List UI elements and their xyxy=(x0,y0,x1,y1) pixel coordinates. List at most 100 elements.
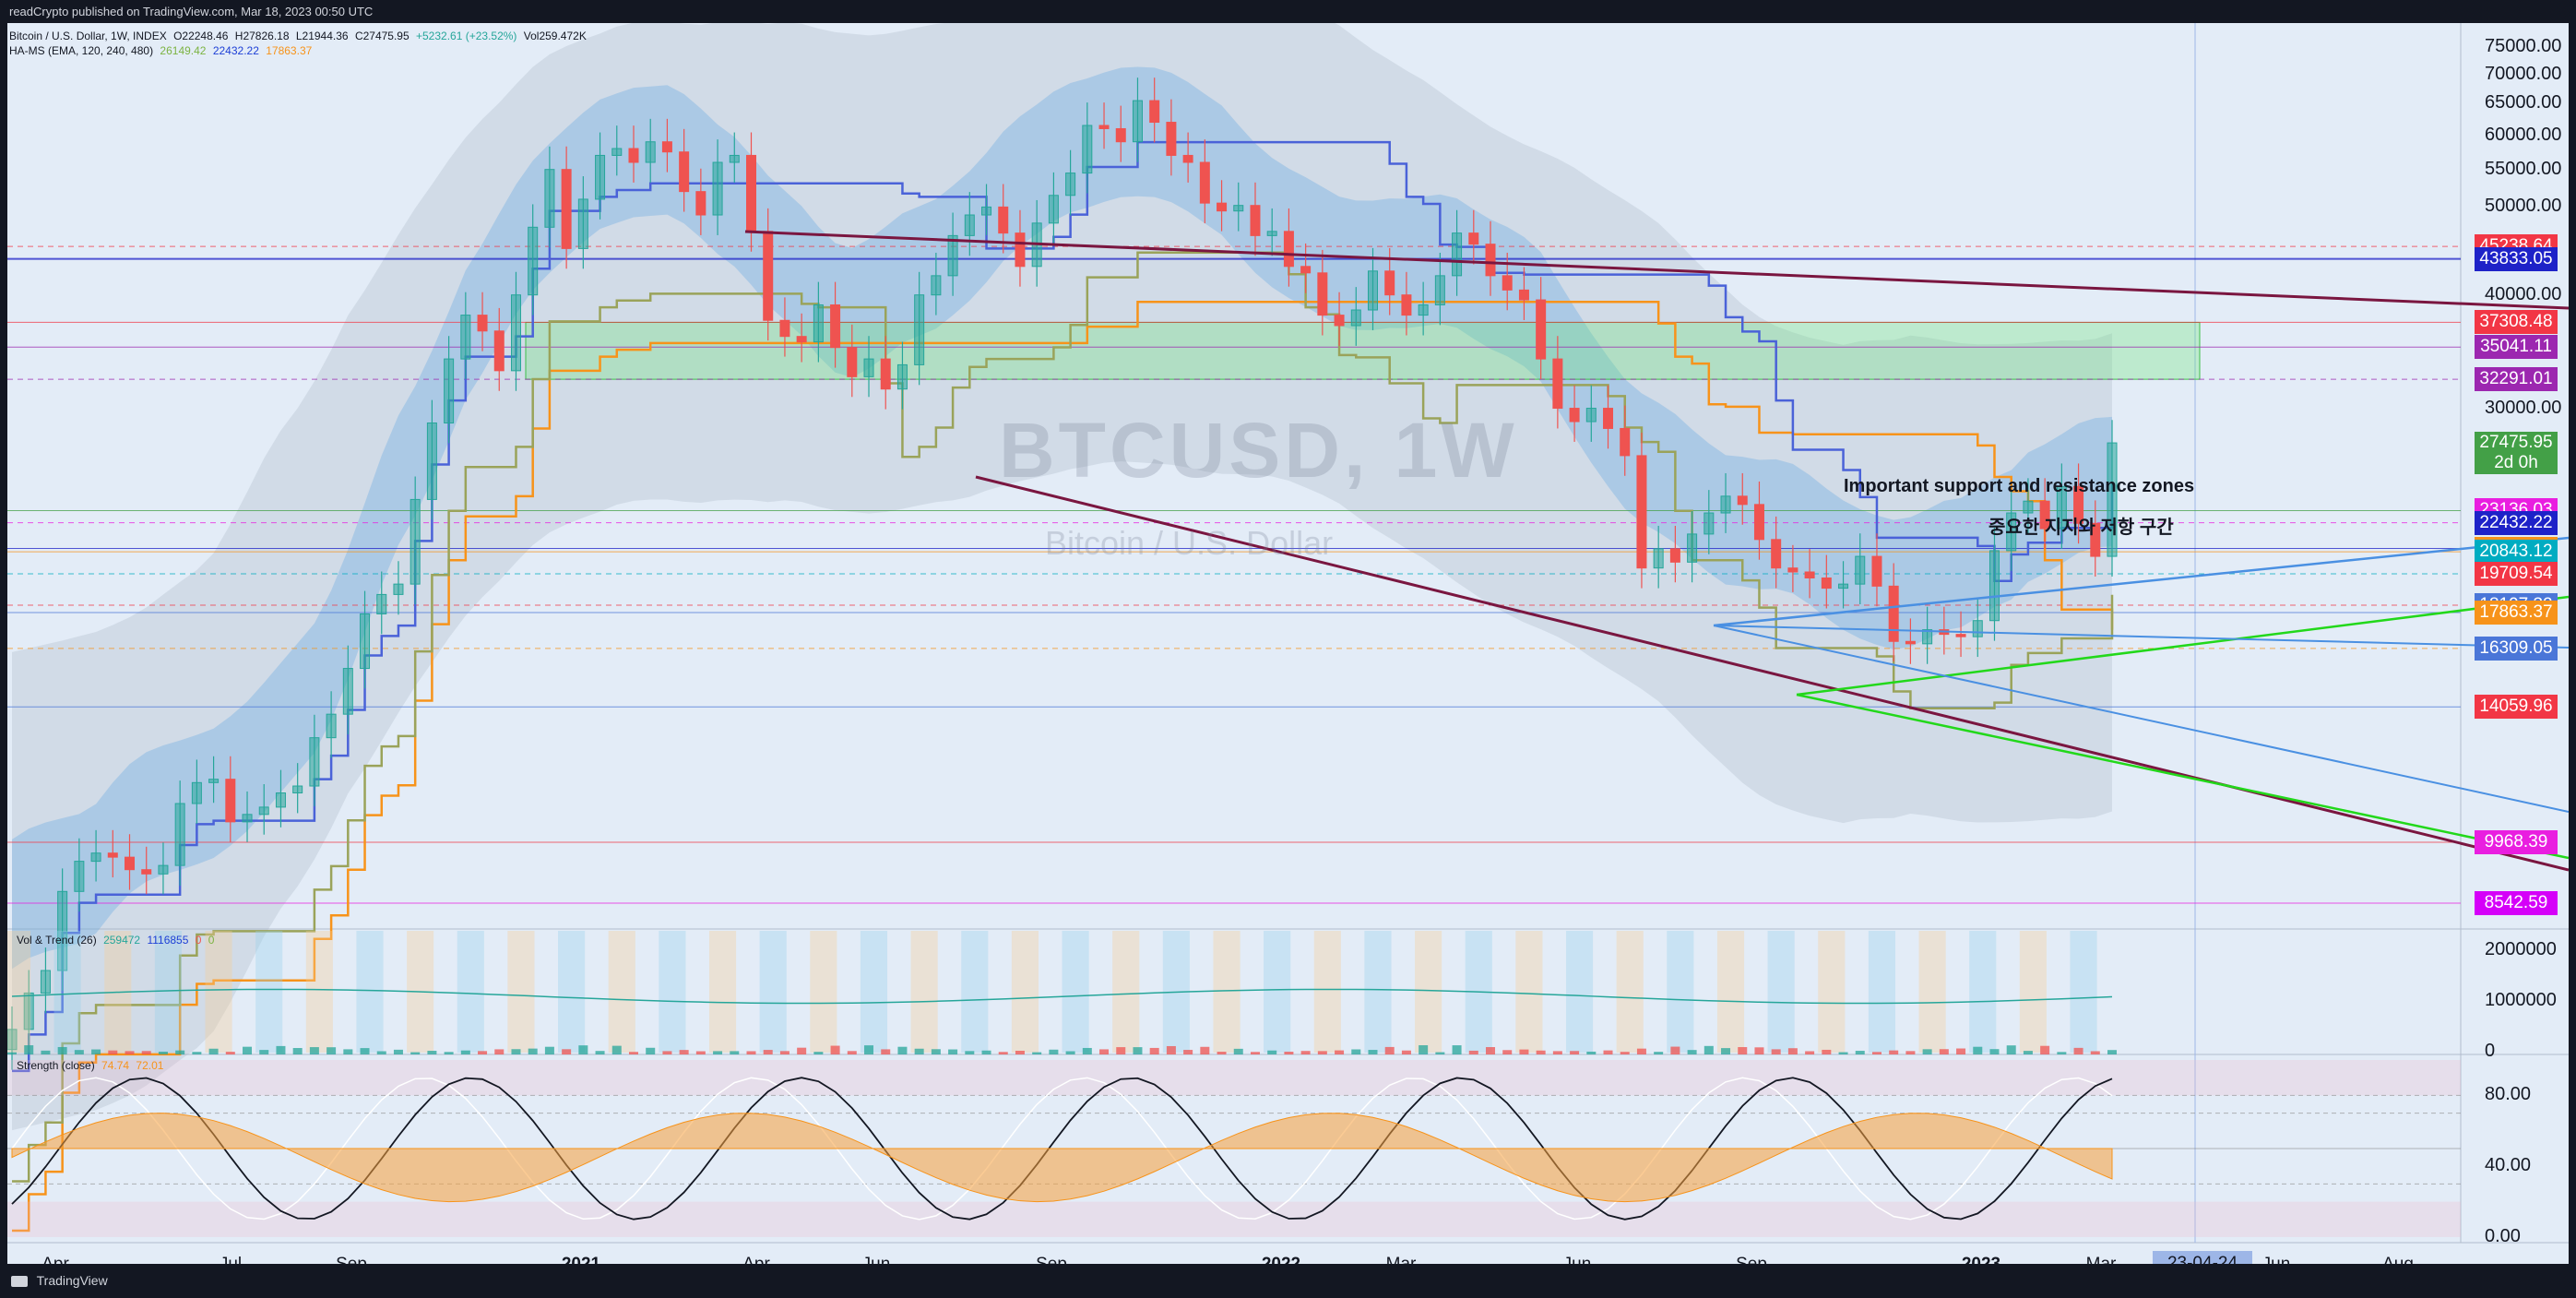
vol-trend-bg xyxy=(910,931,938,1053)
candle-body xyxy=(964,214,975,236)
candle-body xyxy=(679,151,690,193)
vol-trend-bg xyxy=(305,931,333,1053)
price-axis-label: 75000.00 xyxy=(2485,36,2562,57)
candle-body xyxy=(1217,202,1228,212)
volume-bar xyxy=(1703,1045,1714,1054)
volume-bar xyxy=(2090,1051,2100,1054)
annotation-en[interactable]: Important support and resistance zones xyxy=(1844,476,2195,496)
volume-bar xyxy=(225,1052,235,1054)
candle-body xyxy=(342,668,353,715)
volume-bar xyxy=(830,1045,840,1054)
volume-trend-line xyxy=(11,988,2113,1005)
strength-title[interactable]: Strength (close) xyxy=(17,1059,95,1072)
vol-trend-bg xyxy=(53,931,81,1053)
volume-bar xyxy=(478,1051,488,1054)
vol-trend-bg xyxy=(708,931,737,1053)
volume-bar xyxy=(1015,1051,1025,1054)
volume-bar xyxy=(1267,1050,1277,1054)
price-tag: 8542.59 xyxy=(2475,890,2558,915)
candle-body xyxy=(746,154,757,232)
volume-bar xyxy=(1889,1050,1899,1054)
footer-bar: TradingView xyxy=(0,1264,2576,1298)
volume-bar xyxy=(427,1051,437,1054)
vol-trend-bg xyxy=(961,931,989,1053)
volume-bar xyxy=(1939,1049,1949,1054)
price-axis-label: 70000.00 xyxy=(2485,63,2562,84)
volume-bar xyxy=(243,1046,253,1054)
legend-symbol[interactable]: Bitcoin / U.S. Dollar, 1W, INDEX xyxy=(9,30,167,42)
candle-body xyxy=(830,304,841,349)
candle-body xyxy=(1334,315,1345,327)
volume-bar xyxy=(1284,1052,1294,1054)
volume-bar xyxy=(276,1045,286,1054)
annotation-ko[interactable]: 중요한 지지와 저항 구간 xyxy=(1988,518,2174,538)
trendline-blue-up xyxy=(1713,536,2569,627)
publish-info: readCrypto published on TradingView.com,… xyxy=(0,0,2576,23)
main-legend[interactable]: Bitcoin / U.S. Dollar, 1W, INDEX O22248.… xyxy=(9,30,590,43)
volume-bar xyxy=(1956,1048,1966,1054)
chart-canvas[interactable] xyxy=(7,23,2569,1264)
candle-body xyxy=(1452,232,1463,277)
vol-trend-bg xyxy=(7,931,31,1053)
candle-body xyxy=(1569,408,1580,423)
price-axis-label: 65000.00 xyxy=(2485,92,2562,113)
vol-trend-title[interactable]: Vol & Trend (26) xyxy=(17,934,97,947)
volume-bar xyxy=(1468,1050,1478,1054)
volume-bar xyxy=(1300,1051,1311,1054)
candle-body xyxy=(360,613,371,670)
vol-axis-label: 2000000 xyxy=(2485,939,2557,959)
volume-bar xyxy=(1552,1051,1562,1054)
candle-body xyxy=(1048,195,1059,224)
volume-bar xyxy=(74,1050,84,1054)
candle-body xyxy=(1905,640,1916,645)
volume-bar xyxy=(746,1051,756,1054)
vol-trend-bg xyxy=(1868,931,1896,1053)
volume-bar xyxy=(595,1051,605,1054)
volume-bar xyxy=(1754,1047,1764,1054)
candle-body xyxy=(7,1029,18,1051)
candle-body xyxy=(107,852,118,858)
candle-body xyxy=(23,992,34,1030)
volume-bar xyxy=(1368,1050,1378,1054)
candle-body xyxy=(1972,620,1983,637)
indicator-legend[interactable]: HA-MS (EMA, 120, 240, 480) 26149.42 2243… xyxy=(9,44,315,58)
candle-body xyxy=(2073,485,2084,524)
candle-body xyxy=(242,814,253,823)
vol-trend-bg xyxy=(659,931,686,1053)
strength-legend[interactable]: Strength (close) 74.74 72.01 xyxy=(17,1059,167,1073)
symbol-description-watermark: Bitcoin / U.S. Dollar xyxy=(1045,524,1334,562)
volume-bar xyxy=(1787,1048,1798,1054)
vol-axis-label: 1000000 xyxy=(2485,990,2557,1010)
legend-volume: Vol259.472K xyxy=(523,30,587,42)
candle-body xyxy=(695,191,706,216)
volume-bar xyxy=(1149,1047,1159,1054)
candle-body xyxy=(1753,504,1764,541)
candle-body xyxy=(1838,583,1849,589)
volume-bar xyxy=(1989,1049,2000,1054)
candle-body xyxy=(1871,555,1882,587)
vol-trend-bg xyxy=(759,931,787,1053)
volume-bar xyxy=(1687,1050,1697,1054)
vol-trend-legend[interactable]: Vol & Trend (26) 259472 1116855 0 0 xyxy=(17,934,218,947)
volume-bar xyxy=(914,1048,924,1054)
volume-bar xyxy=(24,1045,34,1054)
candle-body xyxy=(1485,244,1496,277)
price-tag-value: 35041.11 xyxy=(2480,337,2552,357)
volume-bar xyxy=(410,1052,421,1054)
volume-bar xyxy=(1486,1047,1496,1054)
candle-body xyxy=(1687,533,1698,563)
trendline-green-down xyxy=(1796,693,2569,860)
volume-bar xyxy=(1536,1050,1546,1054)
volume-bar xyxy=(1401,1050,1411,1054)
candle-body xyxy=(1367,270,1378,311)
candle-body xyxy=(577,198,588,249)
price-tag-value: 8542.59 xyxy=(2484,892,2548,912)
ema-cloud xyxy=(12,23,2112,1131)
chart-area[interactable]: BTCUSD, 1W Bitcoin / U.S. Dollar Bitcoin… xyxy=(7,23,2569,1277)
indicator-title[interactable]: HA-MS (EMA, 120, 240, 480) xyxy=(9,44,154,57)
price-tag: 27475.95 2d 0h xyxy=(2475,432,2558,475)
price-tag-value: 32291.01 xyxy=(2479,369,2553,389)
candle-body xyxy=(1787,567,1798,573)
price-tag: 14059.96 xyxy=(2475,695,2558,720)
vol-trend-bg xyxy=(255,931,283,1053)
